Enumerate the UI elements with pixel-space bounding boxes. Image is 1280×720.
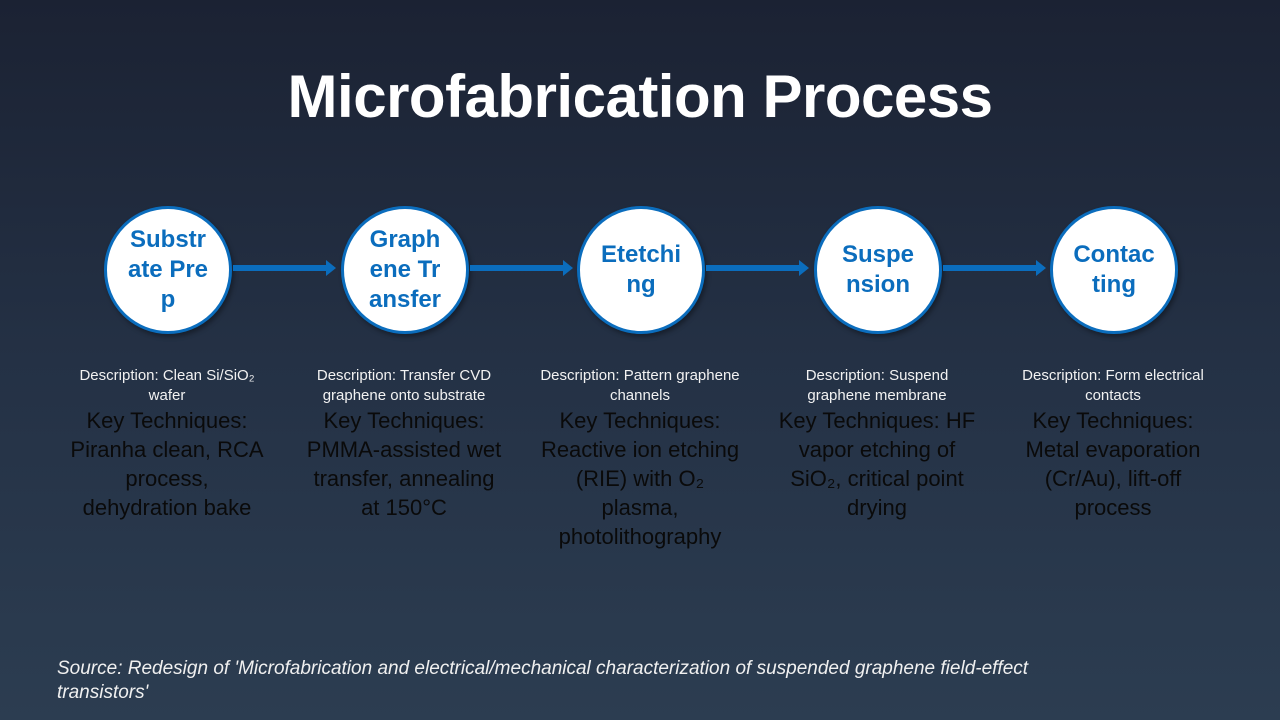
- step-description: Description: Form electrical contacts: [1022, 367, 1204, 404]
- step-text: Description: Form electrical contacts Key…: [1013, 366, 1213, 522]
- slide-title: Microfabrication Process: [287, 63, 993, 130]
- step-substrate-prep: Substrate Prep Description: Clean Si/SiO…: [57, 0, 277, 600]
- step-label: Contacting: [1073, 241, 1155, 298]
- step-techniques: Key Techniques: PMMA-assisted wet transf…: [306, 408, 502, 520]
- step-graphene-transfer: Graphene Transfer Description: Transfer …: [294, 0, 514, 600]
- step-label: Suspension: [841, 241, 915, 298]
- step-label: Etetching: [600, 241, 681, 298]
- step-description: Description: Clean Si/SiO₂ wafer: [79, 367, 255, 404]
- step-text: Description: Suspend graphene membrane Ke…: [777, 366, 977, 522]
- step-techniques: Key Techniques: Metal evaporation (Cr/Au…: [1025, 408, 1201, 520]
- arrow-connector: [706, 260, 809, 276]
- source-citation: Source: Redesign of 'Microfabrication an…: [57, 658, 1029, 703]
- step-techniques: Key Techniques: Reactive ion etching (RI…: [540, 408, 740, 549]
- step-circle: Suspension: [814, 206, 942, 334]
- step-suspension: Suspension Description: Suspend graphene…: [767, 0, 987, 600]
- step-label: Graphene Transfer: [368, 226, 442, 313]
- step-description: Description: Transfer CVD graphene onto …: [316, 367, 492, 404]
- step-text: Description: Pattern graphene channels Ke…: [540, 366, 740, 551]
- arrow-connector: [943, 260, 1046, 276]
- step-etching: Etetching Description: Pattern graphene …: [530, 0, 750, 600]
- arrow-connector: [233, 260, 336, 276]
- step-techniques: Key Techniques: Piranha clean, RCA proce…: [70, 408, 264, 520]
- step-circle: Contacting: [1050, 206, 1178, 334]
- step-circle: Etetching: [577, 206, 705, 334]
- step-circle: Graphene Transfer: [341, 206, 469, 334]
- arrow-connector: [470, 260, 573, 276]
- step-contacting: Contacting Description: Form electrical …: [1003, 0, 1223, 600]
- step-text: Description: Transfer CVD graphene onto …: [304, 366, 504, 522]
- step-circle: Substrate Prep: [104, 206, 232, 334]
- step-label: Substrate Prep: [127, 226, 209, 313]
- step-description: Description: Pattern graphene channels: [540, 367, 740, 404]
- step-techniques: Key Techniques: HF vapor etching of SiO₂…: [778, 408, 976, 520]
- step-description: Description: Suspend graphene membrane: [805, 367, 949, 404]
- step-text: Description: Clean Si/SiO₂ wafer Key Tech…: [67, 366, 267, 522]
